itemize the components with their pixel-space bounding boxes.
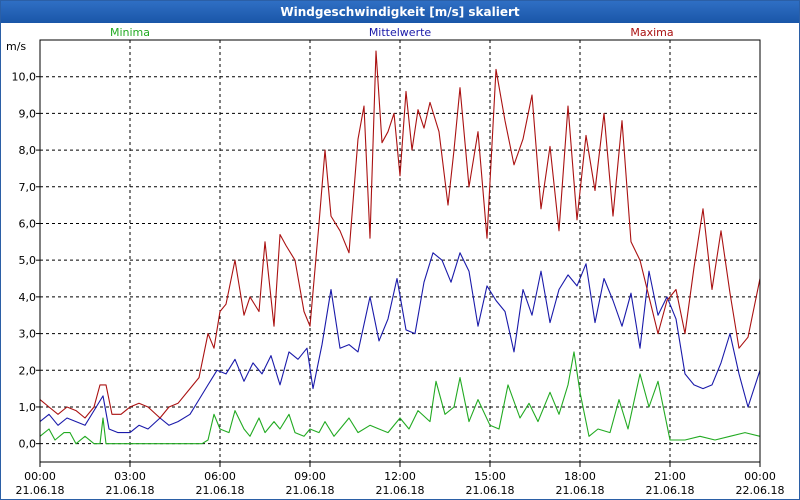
- y-tick-label: 7,0: [19, 181, 37, 194]
- legend-mittelwerte: Mittelwerte: [369, 26, 432, 39]
- chart-title: Windgeschwindigkeit [m/s] skaliert: [1, 1, 799, 23]
- x-tick-time-label: 06:00: [204, 470, 236, 483]
- x-tick-date-label: 21.06.18: [106, 484, 155, 497]
- x-tick-date-label: 21.06.18: [646, 484, 695, 497]
- y-tick-label: 3,0: [19, 328, 37, 341]
- x-tick-date-label: 21.06.18: [466, 484, 515, 497]
- series-line-maxima: [39, 50, 761, 419]
- x-tick-time-label: 18:00: [564, 470, 596, 483]
- series-line-mittelwerte: [39, 252, 761, 434]
- plot-frame: [39, 39, 761, 463]
- y-tick-label: 10,0: [12, 71, 37, 84]
- x-tick-date-label: 21.06.18: [556, 484, 605, 497]
- y-axis-unit-label: m/s: [6, 40, 26, 53]
- x-tick-date-label: 21.06.18: [286, 484, 335, 497]
- x-tick-time-label: 15:00: [474, 470, 506, 483]
- series-line-minima: [39, 351, 761, 445]
- y-tick-label: 8,0: [19, 144, 37, 157]
- y-tick-label: 0,0: [19, 438, 37, 451]
- x-tick-date-label: 21.06.18: [376, 484, 425, 497]
- x-tick-time-label: 21:00: [654, 470, 686, 483]
- x-tick-time-label: 12:00: [384, 470, 416, 483]
- x-tick-date-label: 21.06.18: [16, 484, 65, 497]
- y-tick-label: 9,0: [19, 107, 37, 120]
- x-tick-date-label: 21.06.18: [196, 484, 245, 497]
- legend-maxima: Maxima: [630, 26, 673, 39]
- y-tick-label: 6,0: [19, 217, 37, 230]
- legend-minima: Minima: [110, 26, 150, 39]
- y-tick-label: 2,0: [19, 364, 37, 377]
- x-tick-time-label: 09:00: [294, 470, 326, 483]
- x-tick-date-label: 22.06.18: [736, 484, 785, 497]
- x-tick-time-label: 00:00: [24, 470, 56, 483]
- x-tick-time-label: 00:00: [744, 470, 776, 483]
- x-tick-time-label: 03:00: [114, 470, 146, 483]
- axis-ticks: 0,01,02,03,04,05,06,07,08,09,010,000:002…: [12, 71, 785, 497]
- series-layer: [39, 50, 761, 445]
- y-tick-label: 5,0: [19, 254, 37, 267]
- y-tick-label: 1,0: [19, 401, 37, 414]
- y-tick-label: 4,0: [19, 291, 37, 304]
